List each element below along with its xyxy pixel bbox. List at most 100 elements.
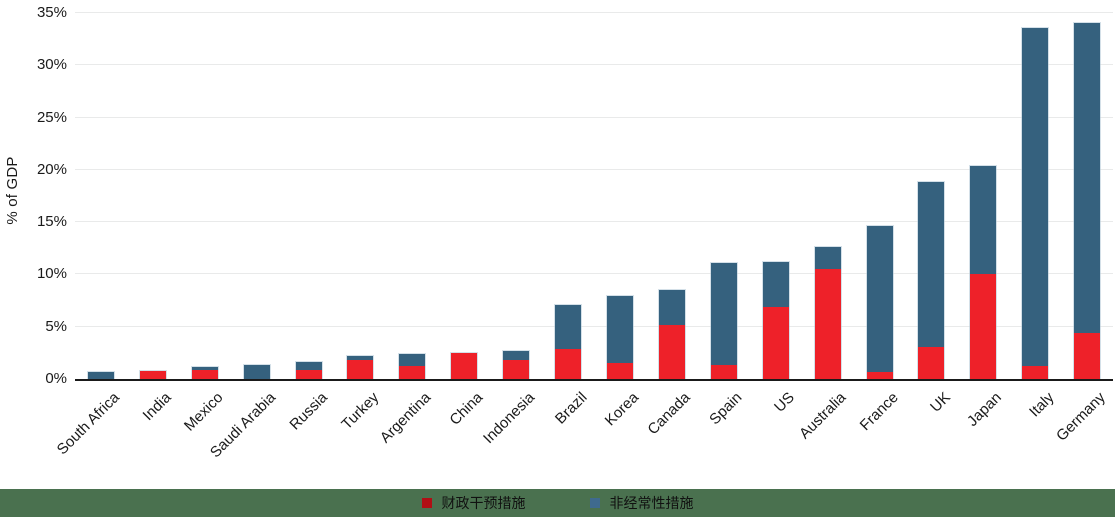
x-tick-label: Australia (796, 389, 850, 443)
y-tick-label: 15% (36, 213, 67, 231)
bar-segment-nonrecurring (710, 262, 737, 366)
bar-segment-nonrecurring (1022, 27, 1049, 367)
x-tick-label: Korea (601, 389, 643, 430)
gridline (75, 273, 1113, 275)
bar-segment-nonrecurring (918, 182, 945, 347)
x-tick-slot: Germany (1054, 381, 1113, 489)
x-tick-label: Canada (644, 389, 694, 439)
x-tick-slot: Japan (957, 381, 1009, 489)
x-tick-label: Brazil (551, 389, 591, 428)
x-tick-label: South Africa (53, 389, 123, 459)
bar-slot (438, 0, 490, 381)
x-tick-slot: Italy (1009, 381, 1061, 489)
bar-segment-fiscal (658, 324, 685, 379)
y-tick-label: 0% (45, 370, 67, 387)
bar-segment-nonrecurring (814, 247, 841, 270)
fiscal-legend-swatch (421, 498, 432, 508)
gridline (75, 116, 1113, 118)
legend-label: 非经常性措施 (609, 495, 694, 511)
bar-group-saudi-arabia (242, 364, 271, 380)
bar-group-china (450, 351, 479, 381)
bar-segment-nonrecurring (87, 372, 114, 379)
legend: 财政干预措施 非经常性措施 (0, 489, 1115, 517)
bar-segment-fiscal (1074, 333, 1101, 379)
x-tick-slot: US (750, 381, 802, 489)
bar-segment-nonrecurring (503, 350, 530, 361)
bar-group-uk (917, 181, 946, 380)
bar-segment-fiscal (503, 360, 530, 379)
bar-group-south-africa (86, 371, 115, 380)
x-tick-slot: France (854, 381, 906, 489)
x-tick-slot: Russia (283, 381, 335, 489)
bar-slot (231, 0, 283, 380)
bar-segment-nonrecurring (970, 165, 997, 275)
x-tick-label: Mexico (181, 389, 227, 435)
bar-segment-fiscal (191, 370, 218, 379)
bar-slot (75, 0, 127, 380)
bar-group-canada (657, 289, 686, 380)
x-tick-label: US (770, 389, 798, 416)
bar-group-brazil (554, 303, 583, 381)
bar-group-australia (813, 246, 842, 380)
bar-segment-fiscal (555, 348, 582, 379)
bar-segment-fiscal (866, 371, 893, 379)
legend-item-nonrecurring: 非经常性措施 (589, 493, 694, 513)
x-tick-slot: Brazil (542, 381, 594, 489)
bar-slot (594, 0, 646, 380)
gridline (75, 168, 1113, 170)
bar-segment-fiscal (347, 360, 374, 379)
bar-slot (1009, 0, 1061, 381)
plot-area (75, 0, 1113, 381)
legend-item-fiscal: 财政干预措施 (421, 493, 526, 513)
bar-segment-fiscal (918, 346, 945, 379)
bar-group-france (865, 225, 894, 380)
x-axis-line (75, 379, 1113, 381)
x-tick-slot: Saudi Arabia (207, 381, 283, 489)
bar-segment-fiscal (399, 366, 426, 379)
bar-group-india (138, 370, 167, 380)
bar-segment-fiscal (1022, 366, 1049, 379)
x-tick-slot: Australia (796, 381, 854, 489)
x-tick-label: China (446, 389, 487, 429)
x-tick-label: UK (926, 389, 954, 416)
bar-group-korea (606, 295, 635, 380)
x-tick-slot: India (127, 381, 179, 489)
bar-segment-nonrecurring (866, 226, 893, 372)
bar-group-argentina (398, 352, 427, 381)
bar-group-russia (294, 361, 323, 380)
x-tick-label: Argentina (376, 389, 435, 447)
x-tick-label: Germany (1053, 389, 1110, 445)
x-tick-label: Turkey (338, 389, 383, 434)
bar-segment-fiscal (451, 352, 478, 379)
y-tick-label: 10% (36, 265, 67, 283)
x-tick-slot: UK (906, 381, 958, 489)
bar-segment-fiscal (710, 365, 737, 379)
bar-slot (698, 0, 750, 381)
bar-slot (127, 0, 179, 380)
bar-group-spain (709, 261, 738, 381)
bar-slot (750, 0, 802, 380)
bar-slot (854, 0, 906, 380)
x-tick-label: France (856, 389, 902, 435)
x-tick-slot: Argentina (377, 381, 438, 489)
x-tick-label: India (139, 389, 175, 425)
bar-segment-fiscal (814, 269, 841, 379)
bar-slot (646, 0, 698, 380)
y-tick-label: 35% (36, 4, 67, 22)
gridline (75, 12, 1113, 14)
x-tick-label: Russia (286, 389, 331, 434)
gridline (75, 221, 1113, 223)
bar-slot (386, 0, 438, 381)
bar-slot (283, 0, 335, 380)
bar-segment-nonrecurring (295, 362, 322, 370)
bar-segment-fiscal (762, 306, 789, 379)
nonrecurring-legend-swatch (589, 498, 600, 508)
x-tick-slot: South Africa (54, 381, 127, 489)
bar-slot (335, 0, 387, 380)
x-tick-slot: Korea (594, 381, 646, 489)
gridline (75, 64, 1113, 66)
bar-segment-nonrecurring (191, 367, 218, 371)
bar-segment-nonrecurring (762, 262, 789, 307)
bar-group-indonesia (502, 349, 531, 381)
